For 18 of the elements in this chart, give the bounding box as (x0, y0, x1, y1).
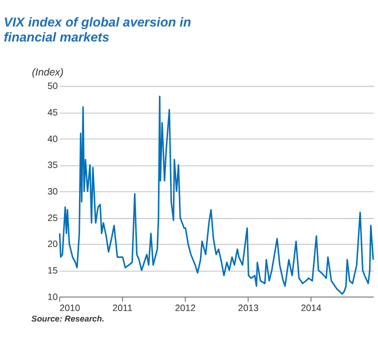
y-tick-label: 30 (47, 186, 58, 196)
x-tick-label: 2013 (238, 302, 259, 313)
y-tick-label: 45 (47, 107, 58, 118)
y-tick-label: 10 (47, 292, 58, 302)
y-tick-label: 15 (47, 266, 58, 276)
x-tick-label: 2014 (300, 302, 322, 313)
chart-title: VIX index of global aversion in financial markets (4, 14, 192, 45)
x-tick-label: 2011 (112, 302, 132, 313)
source-note: Source: Research. (31, 314, 104, 324)
y-tick-label: 40 (47, 134, 58, 144)
y-tick-label: 20 (47, 239, 58, 250)
y-tick-label: 35 (47, 160, 58, 170)
x-tick-label: 2012 (175, 302, 196, 313)
y-tick-label: 25 (47, 212, 58, 223)
line-series (58, 96, 374, 295)
x-tick-label: 2010 (60, 302, 80, 313)
y-axis-title: (Index) (32, 67, 64, 78)
y-tick-label: 50 (47, 81, 58, 92)
